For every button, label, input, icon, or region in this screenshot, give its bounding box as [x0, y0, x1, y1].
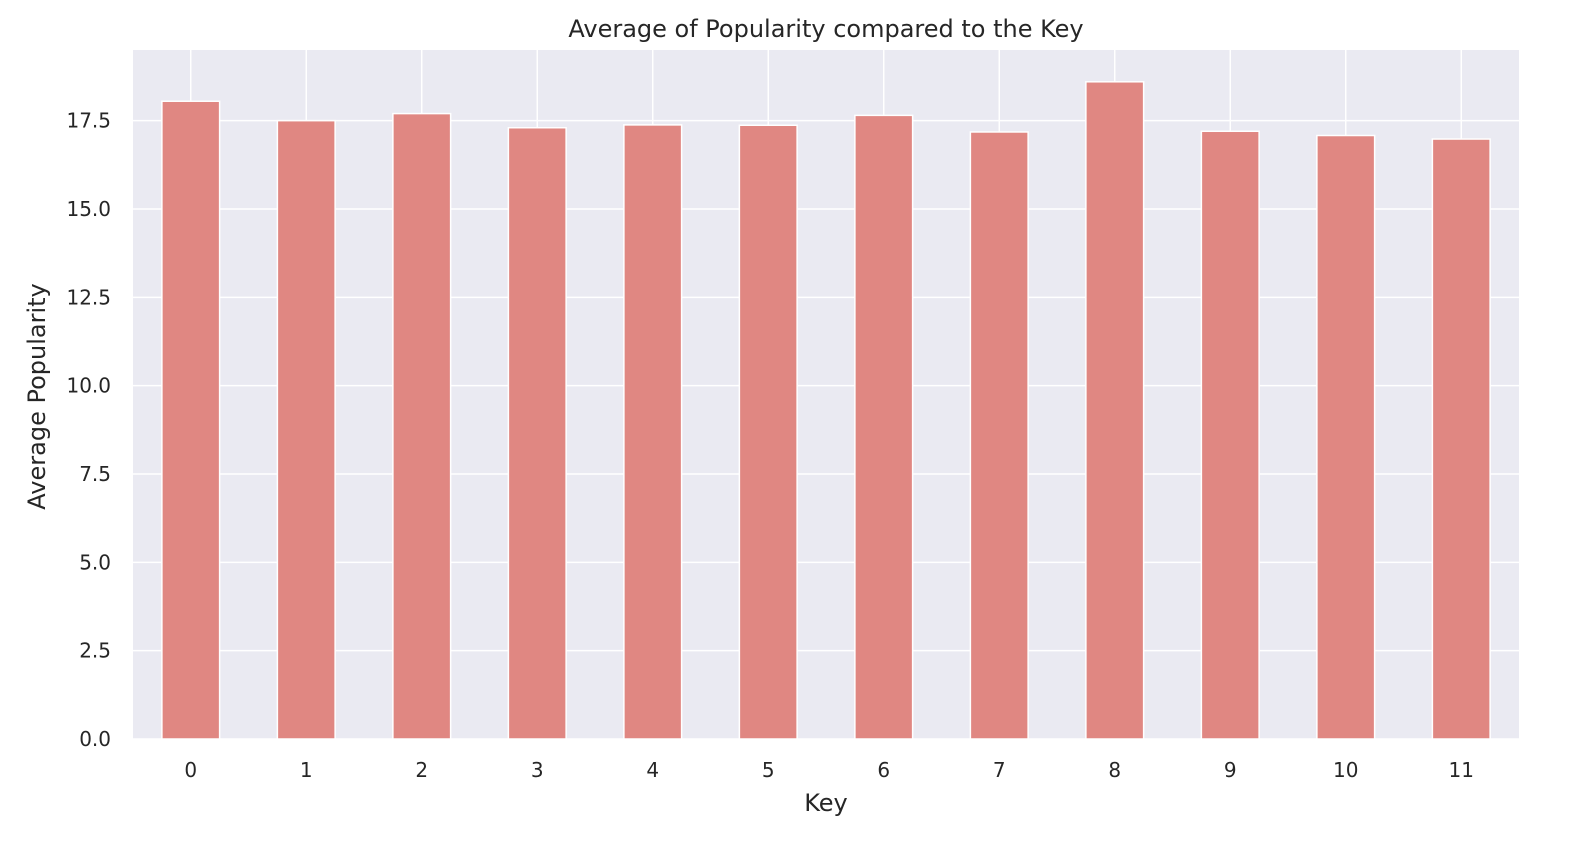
- y-tick-label: 12.5: [66, 285, 111, 309]
- x-axis-label: Key: [804, 789, 848, 817]
- x-tick-label: 2: [415, 758, 428, 782]
- x-tick-label: 10: [1333, 758, 1358, 782]
- y-axis-ticks: 0.0 2.5 5.0 7.5 10.0 12.5 15.0 17.5: [66, 109, 111, 751]
- y-tick-label: 15.0: [66, 197, 111, 221]
- plot-area: [133, 50, 1519, 739]
- x-tick-label: 5: [762, 758, 775, 782]
- y-tick-label: 5.0: [79, 550, 111, 574]
- chart-title: Average of Popularity compared to the Ke…: [568, 15, 1083, 43]
- bar-key-5: [738, 124, 798, 740]
- bar-key-6: [854, 114, 914, 740]
- y-tick-label: 17.5: [66, 109, 111, 133]
- bars: [161, 81, 1491, 740]
- x-tick-label: 4: [646, 758, 659, 782]
- bar-key-3: [507, 126, 567, 740]
- x-tick-label: 1: [300, 758, 313, 782]
- bar-key-4: [623, 124, 683, 740]
- y-tick-label: 7.5: [79, 462, 111, 486]
- x-tick-label: 0: [184, 758, 197, 782]
- x-tick-label: 11: [1449, 758, 1474, 782]
- x-axis-ticks: 0 1 2 3 4 5 6 7 8 9 10 11: [184, 758, 1474, 782]
- y-axis-label: Average Popularity: [23, 283, 51, 509]
- bar-key-2: [392, 112, 452, 740]
- x-tick-label: 9: [1224, 758, 1237, 782]
- bar-key-1: [276, 119, 336, 740]
- x-tick-label: 8: [1108, 758, 1121, 782]
- x-tick-label: 7: [993, 758, 1006, 782]
- bar-key-9: [1200, 130, 1260, 740]
- x-tick-label: 6: [877, 758, 890, 782]
- y-tick-label: 0.0: [79, 727, 111, 751]
- x-tick-label: 3: [531, 758, 544, 782]
- bar-key-0: [161, 100, 221, 740]
- bar-key-11: [1431, 138, 1491, 740]
- bar-key-7: [969, 131, 1029, 740]
- y-tick-label: 10.0: [66, 374, 111, 398]
- y-tick-label: 2.5: [79, 639, 111, 663]
- bar-key-8: [1085, 81, 1145, 740]
- bar-key-10: [1316, 134, 1376, 740]
